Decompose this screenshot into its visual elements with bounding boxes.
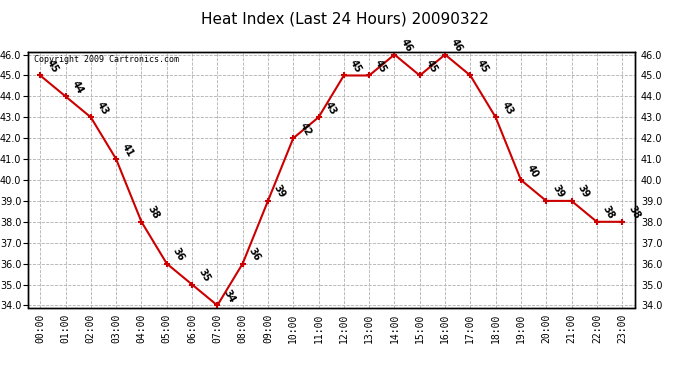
Text: Copyright 2009 Cartronics.com: Copyright 2009 Cartronics.com [34,55,179,64]
Text: 39: 39 [575,183,591,200]
Text: 40: 40 [525,162,540,179]
Text: 38: 38 [146,204,161,221]
Text: Heat Index (Last 24 Hours) 20090322: Heat Index (Last 24 Hours) 20090322 [201,11,489,26]
Text: 45: 45 [373,58,388,75]
Text: 46: 46 [399,37,414,54]
Text: 38: 38 [601,204,616,221]
Text: 46: 46 [449,37,464,54]
Text: 43: 43 [500,100,515,117]
Text: 41: 41 [120,142,136,158]
Text: 38: 38 [627,204,642,221]
Text: 43: 43 [95,100,110,117]
Text: 45: 45 [44,58,60,75]
Text: 35: 35 [196,267,212,284]
Text: 39: 39 [551,183,566,200]
Text: 43: 43 [323,100,338,117]
Text: 45: 45 [424,58,440,75]
Text: 39: 39 [272,183,288,200]
Text: 36: 36 [247,246,262,263]
Text: 42: 42 [297,121,313,137]
Text: 44: 44 [70,79,85,96]
Text: 34: 34 [221,288,237,304]
Text: 45: 45 [348,58,364,75]
Text: 45: 45 [475,58,490,75]
Text: 36: 36 [171,246,186,263]
